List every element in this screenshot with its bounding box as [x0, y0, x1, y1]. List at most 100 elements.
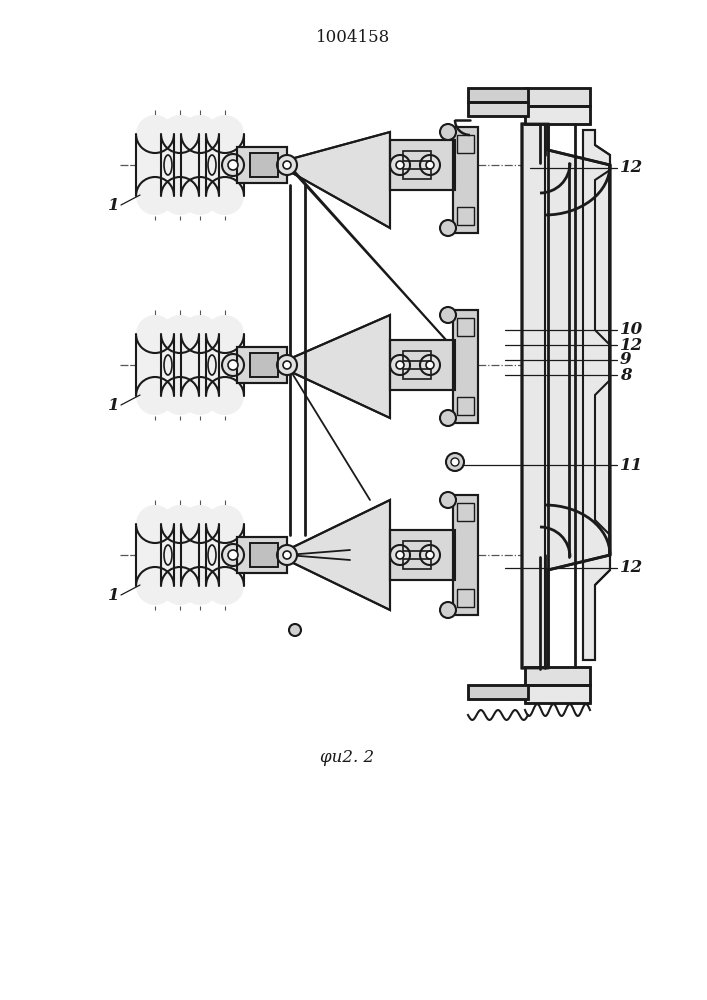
Bar: [136, 334, 174, 396]
Ellipse shape: [181, 115, 219, 153]
Bar: [206, 524, 244, 586]
Ellipse shape: [206, 315, 244, 353]
Circle shape: [222, 154, 244, 176]
Bar: [161, 524, 199, 586]
Bar: [468, 102, 528, 116]
Bar: [390, 530, 455, 580]
Circle shape: [440, 410, 456, 426]
Bar: [237, 347, 287, 383]
Text: φu2. 2: φu2. 2: [320, 750, 374, 766]
Bar: [457, 397, 474, 415]
Text: 12: 12: [620, 336, 643, 354]
Bar: [136, 524, 174, 586]
Bar: [237, 347, 287, 383]
Bar: [457, 207, 474, 225]
Circle shape: [277, 355, 297, 375]
Bar: [525, 88, 590, 106]
Text: 12: 12: [620, 159, 643, 176]
Ellipse shape: [181, 505, 219, 543]
Bar: [457, 318, 474, 336]
Ellipse shape: [136, 177, 174, 215]
Circle shape: [420, 545, 440, 565]
Bar: [525, 88, 590, 106]
Bar: [453, 310, 478, 423]
Text: 1004158: 1004158: [316, 29, 390, 46]
Bar: [206, 334, 244, 396]
Circle shape: [420, 155, 440, 175]
Bar: [250, 153, 278, 177]
Bar: [403, 151, 431, 161]
Bar: [525, 667, 590, 685]
Bar: [161, 334, 199, 396]
Ellipse shape: [136, 567, 174, 605]
Bar: [237, 147, 287, 183]
Bar: [390, 140, 455, 190]
Bar: [457, 135, 474, 153]
Bar: [250, 353, 278, 377]
Ellipse shape: [206, 115, 244, 153]
Ellipse shape: [161, 115, 199, 153]
Text: 8: 8: [620, 366, 631, 383]
Circle shape: [222, 544, 244, 566]
Text: 10: 10: [620, 322, 643, 338]
Bar: [403, 169, 431, 179]
Circle shape: [222, 354, 244, 376]
Circle shape: [426, 361, 434, 369]
Text: 11: 11: [620, 456, 643, 474]
Ellipse shape: [161, 177, 199, 215]
Ellipse shape: [161, 567, 199, 605]
Bar: [525, 106, 590, 124]
Circle shape: [390, 355, 410, 375]
Polygon shape: [287, 315, 390, 418]
Bar: [468, 88, 528, 102]
Circle shape: [440, 307, 456, 323]
Bar: [525, 106, 590, 124]
Circle shape: [426, 551, 434, 559]
Circle shape: [440, 220, 456, 236]
Circle shape: [396, 361, 404, 369]
Polygon shape: [522, 124, 610, 668]
Circle shape: [426, 161, 434, 169]
Bar: [453, 495, 478, 615]
Bar: [453, 127, 478, 233]
Ellipse shape: [181, 177, 219, 215]
Circle shape: [289, 624, 301, 636]
Bar: [403, 559, 431, 569]
Circle shape: [446, 453, 464, 471]
Circle shape: [396, 161, 404, 169]
Bar: [453, 127, 478, 233]
Circle shape: [440, 124, 456, 140]
Bar: [403, 351, 431, 361]
Text: 1: 1: [108, 586, 120, 603]
Bar: [457, 503, 474, 521]
Circle shape: [283, 161, 291, 169]
Bar: [181, 524, 219, 586]
Circle shape: [440, 602, 456, 618]
Text: 1: 1: [108, 396, 120, 414]
Bar: [136, 134, 174, 196]
Text: 1: 1: [108, 196, 120, 214]
Circle shape: [396, 551, 404, 559]
Bar: [390, 340, 455, 390]
Bar: [206, 134, 244, 196]
Ellipse shape: [161, 315, 199, 353]
Circle shape: [420, 355, 440, 375]
Ellipse shape: [181, 377, 219, 415]
Ellipse shape: [206, 567, 244, 605]
Bar: [453, 310, 478, 423]
Bar: [250, 153, 278, 177]
Bar: [468, 685, 528, 699]
Bar: [390, 140, 455, 190]
Ellipse shape: [181, 315, 219, 353]
Polygon shape: [583, 130, 610, 660]
Circle shape: [277, 545, 297, 565]
Circle shape: [228, 360, 238, 370]
Circle shape: [283, 551, 291, 559]
Bar: [468, 88, 528, 102]
Bar: [468, 102, 528, 116]
Ellipse shape: [206, 377, 244, 415]
Ellipse shape: [206, 505, 244, 543]
Text: 12: 12: [620, 560, 643, 576]
Ellipse shape: [206, 177, 244, 215]
Ellipse shape: [161, 377, 199, 415]
